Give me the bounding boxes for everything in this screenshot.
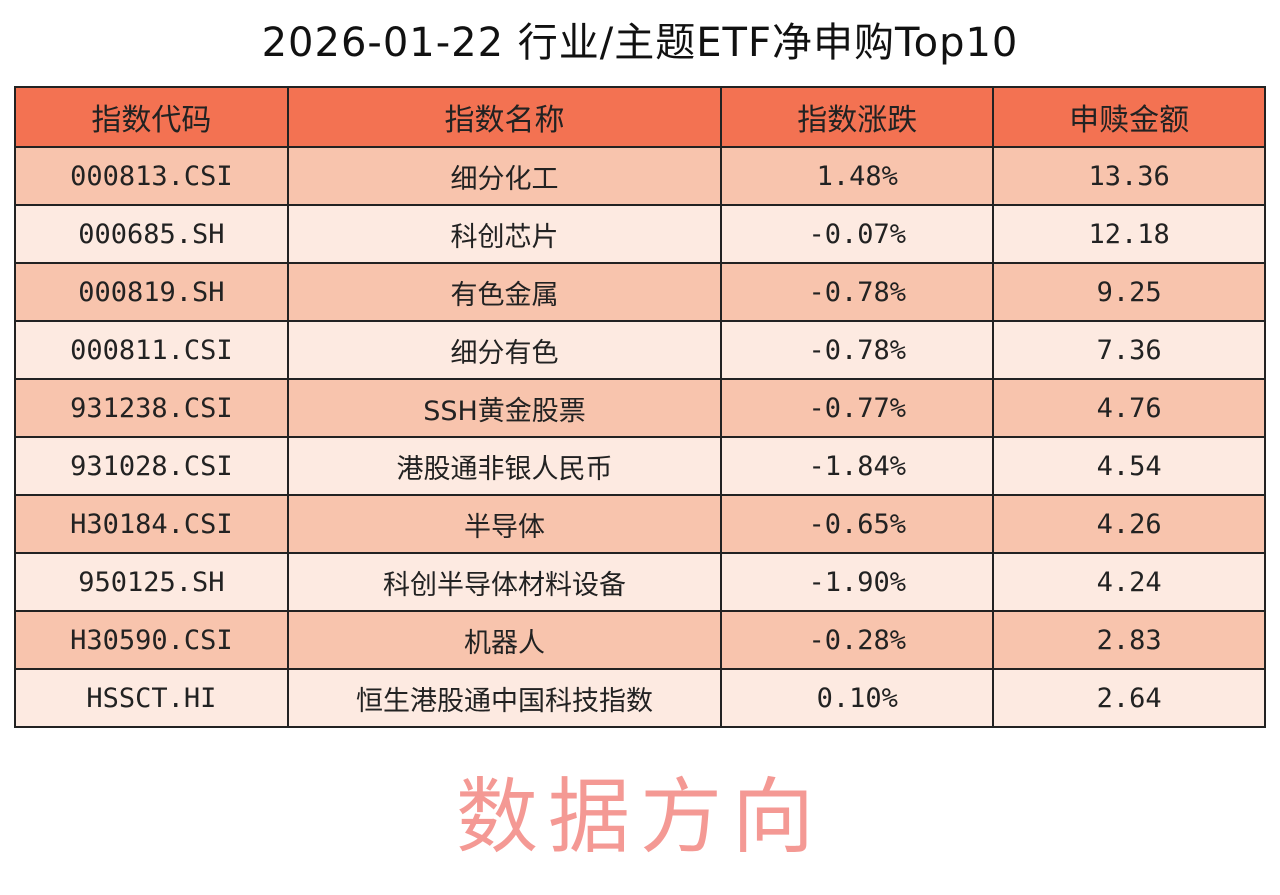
table-row: HSSCT.HI 恒生港股通中国科技指数 0.10% 2.64 xyxy=(14,668,1266,728)
column-header: 申赎金额 xyxy=(992,86,1266,148)
index-name-cell: 港股通非银人民币 xyxy=(286,436,723,496)
index-change-cell: -0.77% xyxy=(720,378,995,438)
table-row: 000685.SH 科创芯片 -0.07% 12.18 xyxy=(14,204,1266,264)
index-code-cell: 950125.SH xyxy=(14,552,289,612)
net-flow-cell: 2.64 xyxy=(992,668,1266,728)
index-code-cell: 931028.CSI xyxy=(14,436,289,496)
index-change-cell: -0.78% xyxy=(720,262,995,322)
net-flow-cell: 13.36 xyxy=(992,146,1266,206)
index-change-cell: -1.90% xyxy=(720,552,995,612)
index-code-cell: 000819.SH xyxy=(14,262,289,322)
net-flow-cell: 7.36 xyxy=(992,320,1266,380)
index-code-cell: 000685.SH xyxy=(14,204,289,264)
table-row: 000819.SH 有色金属 -0.78% 9.25 xyxy=(14,262,1266,322)
net-flow-cell: 9.25 xyxy=(992,262,1266,322)
table-row: 950125.SH 科创半导体材料设备 -1.90% 4.24 xyxy=(14,552,1266,612)
table-row: H30184.CSI 半导体 -0.65% 4.26 xyxy=(14,494,1266,554)
net-flow-cell: 12.18 xyxy=(992,204,1266,264)
table-row: 931238.CSI SSH黄金股票 -0.77% 4.76 xyxy=(14,378,1266,438)
index-code-cell: 931238.CSI xyxy=(14,378,289,438)
index-name-cell: SSH黄金股票 xyxy=(286,378,723,438)
header-row: 指数代码 指数名称 指数涨跌 申赎金额 xyxy=(14,86,1266,148)
index-change-cell: -1.84% xyxy=(720,436,995,496)
index-code-cell: HSSCT.HI xyxy=(14,668,289,728)
column-header: 指数涨跌 xyxy=(720,86,995,148)
column-header: 指数名称 xyxy=(286,86,723,148)
table-row: 931028.CSI 港股通非银人民币 -1.84% 4.54 xyxy=(14,436,1266,496)
page-title: 2026-01-22 行业/主题ETF净申购Top10 xyxy=(261,20,1019,66)
index-name-cell: 机器人 xyxy=(286,610,723,670)
net-flow-cell: 2.83 xyxy=(992,610,1266,670)
net-flow-cell: 4.54 xyxy=(992,436,1266,496)
etf-table: 指数代码 指数名称 指数涨跌 申赎金额 000813.CSI 细分化工 1.48% 13.3… xyxy=(14,86,1266,728)
net-flow-cell: 4.76 xyxy=(992,378,1266,438)
index-code-cell: 000811.CSI xyxy=(14,320,289,380)
index-code-cell: 000813.CSI xyxy=(14,146,289,206)
index-code-cell: H30590.CSI xyxy=(14,610,289,670)
table-row: H30590.CSI 机器人 -0.28% 2.83 xyxy=(14,610,1266,670)
index-name-cell: 恒生港股通中国科技指数 xyxy=(286,668,723,728)
net-flow-cell: 4.24 xyxy=(992,552,1266,612)
index-change-cell: -0.78% xyxy=(720,320,995,380)
column-header: 指数代码 xyxy=(14,86,289,148)
index-name-cell: 细分有色 xyxy=(286,320,723,380)
index-change-cell: -0.65% xyxy=(720,494,995,554)
table-row: 000813.CSI 细分化工 1.48% 13.36 xyxy=(14,146,1266,206)
table-row: 000811.CSI 细分有色 -0.78% 7.36 xyxy=(14,320,1266,380)
index-name-cell: 科创芯片 xyxy=(286,204,723,264)
index-name-cell: 有色金属 xyxy=(286,262,723,322)
index-name-cell: 细分化工 xyxy=(286,146,723,206)
index-change-cell: -0.07% xyxy=(720,204,995,264)
index-name-cell: 科创半导体材料设备 xyxy=(286,552,723,612)
index-name-cell: 半导体 xyxy=(286,494,723,554)
index-change-cell: -0.28% xyxy=(720,610,995,670)
net-flow-cell: 4.26 xyxy=(992,494,1266,554)
index-change-cell: 1.48% xyxy=(720,146,995,206)
index-code-cell: H30184.CSI xyxy=(14,494,289,554)
index-change-cell: 0.10% xyxy=(720,668,995,728)
watermark: 数据方向 xyxy=(455,770,824,865)
